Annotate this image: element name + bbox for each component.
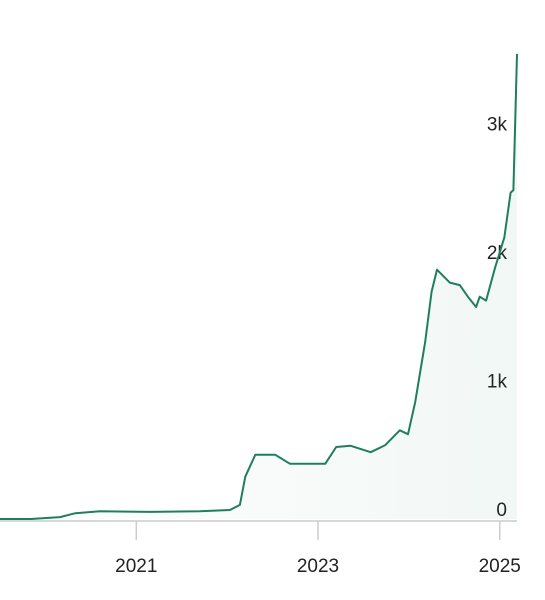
- x-tick-label: 2021: [115, 556, 157, 577]
- x-tick-label: 2025: [479, 556, 521, 577]
- x-tick-label: 2023: [297, 556, 339, 577]
- y-tick-label: 3k: [487, 115, 508, 136]
- line: [0, 53, 518, 520]
- area: [0, 53, 517, 520]
